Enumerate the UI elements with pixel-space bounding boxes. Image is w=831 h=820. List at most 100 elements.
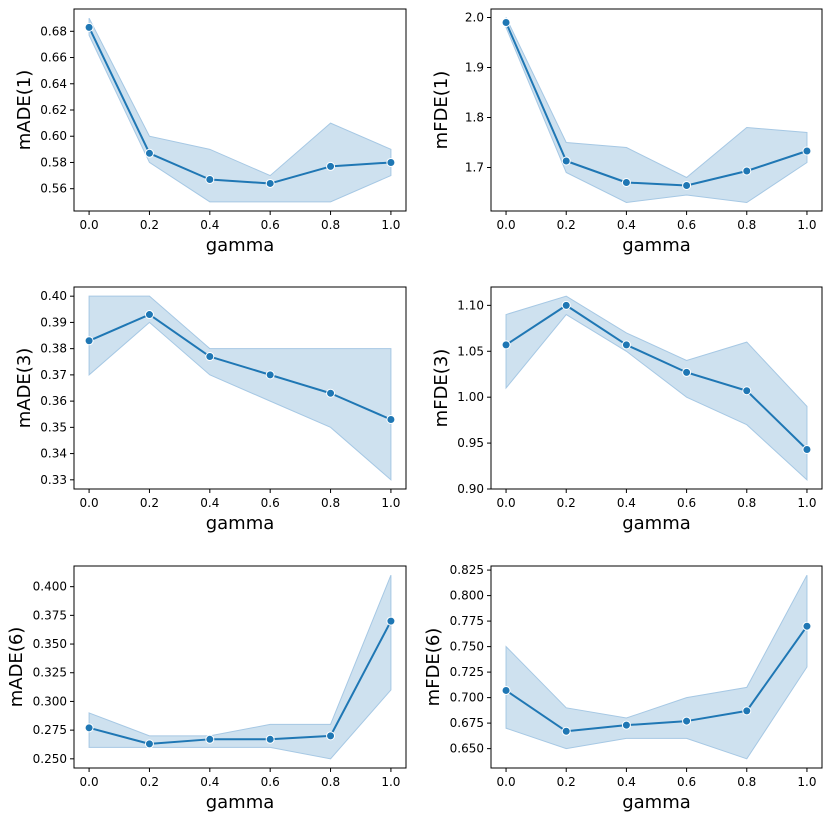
y-tick-label: 0.250 [33,752,67,766]
plot-frame [490,8,823,212]
y-tick-label: 0.68 [40,24,67,38]
x-tick-label: 0.4 [617,496,636,510]
y-tick-label: 0.39 [40,315,67,329]
y-tick-label: 1.7 [465,161,484,175]
data-point-3 [682,367,692,377]
confidence-band [88,17,392,203]
x-tick-label: 0.6 [677,218,696,232]
series-line [88,313,392,421]
x-axis-label: gamma [206,235,275,256]
x-tick-label: 0.4 [200,775,219,789]
y-axis-label: mADE(6) [6,627,27,708]
data-point-5 [802,445,812,455]
y-tick-label: 0.37 [40,368,67,382]
y-tick-label: 0.650 [450,742,484,756]
y-tick-label: 1.8 [465,111,484,125]
data-point-1 [561,300,571,310]
chart-panel-6: 0.0 0.2 0.4 0.6 0.8 1.0 0.650 0.675 0.700 0.725 0.… [423,563,823,813]
y-tick-label: 0.325 [33,666,67,680]
data-point-1 [561,726,571,736]
confidence-band [88,295,392,481]
x-tick-label: 0.8 [321,496,340,510]
data-point-1 [144,148,154,158]
y-axis-label: mADE(3) [14,348,35,429]
y-tick-label: 0.375 [33,608,67,622]
x-tick-label: 0.4 [200,496,219,510]
y-tick-label: 0.400 [33,580,67,594]
data-point-0 [84,723,94,733]
x-tick-label: 0.4 [617,775,636,789]
confidence-band [505,574,808,760]
plot-frame [490,565,823,769]
y-tick-label: 0.38 [40,342,67,356]
x-tick-label: 0.2 [557,496,576,510]
x-tick-label: 0.2 [140,775,159,789]
y-axis-label: mFDE(3) [431,349,452,428]
x-tick-label: 0.6 [261,218,280,232]
y-tick-label: 0.675 [450,716,484,730]
data-point-3 [682,716,692,726]
y-tick-label: 0.350 [33,637,67,651]
data-point-2 [621,178,631,187]
data-point-4 [326,161,336,171]
plot-frame [73,286,407,490]
data-point-3 [265,178,275,188]
x-tick-label: 1.0 [381,496,400,510]
x-axis-label: gamma [622,235,691,256]
y-axis-label: mFDE(1) [431,71,452,150]
x-tick-label: 1.0 [381,775,400,789]
data-point-2 [205,734,215,744]
x-tick-label: 0.6 [261,496,280,510]
y-tick-label: 1.00 [457,390,484,404]
chart-panel-5: 0.0 0.2 0.4 0.6 0.8 1.0 0.250 0.275 0.300 0.325 0.… [6,565,407,813]
y-tick-label: 0.300 [33,694,67,708]
data-point-5 [386,414,396,424]
y-tick-label: 0.34 [40,447,67,461]
x-tick-label: 0.8 [737,775,756,789]
x-tick-label: 0.6 [261,775,280,789]
data-point-4 [742,386,752,396]
chart-panel-3: 0.0 0.2 0.4 0.6 0.8 1.0 0.33 0.34 0.35 0.36 0.37 0.… [14,286,407,534]
x-tick-label: 0.0 [80,496,99,510]
y-tick-label: 0.90 [457,482,484,496]
chart-panel-2: 0.0 0.2 0.4 0.6 0.8 1.0 1.7 1.8 1.9 2.0 gamma mFDE(… [431,8,823,256]
y-tick-label: 0.750 [450,640,484,654]
confidence-band [88,574,392,760]
y-tick-label: 0.800 [450,589,484,603]
x-tick-label: 0.0 [80,775,99,789]
data-point-1 [561,156,571,166]
x-tick-label: 1.0 [381,218,400,232]
y-tick-label: 0.825 [450,563,484,577]
x-tick-label: 0.2 [140,496,159,510]
y-tick-label: 0.40 [40,289,67,303]
y-tick-label: 1.05 [457,344,484,358]
y-tick-label: 0.700 [450,691,484,705]
plot-frame [73,565,407,769]
confidence-band [505,295,808,481]
y-axis-label: mFDE(6) [423,628,444,707]
x-tick-label: 0.0 [497,496,516,510]
y-tick-label: 0.64 [40,77,67,91]
data-point-4 [742,166,752,176]
plot-frame [490,286,823,490]
x-tick-label: 0.0 [497,775,516,789]
x-tick-label: 0.8 [321,775,340,789]
y-tick-label: 0.58 [40,155,67,169]
data-point-2 [621,720,631,730]
series-line [505,304,808,451]
x-axis-label: gamma [622,792,691,813]
data-point-4 [326,388,336,398]
data-point-5 [802,146,812,156]
x-tick-label: 1.0 [797,775,816,789]
data-point-4 [326,731,336,741]
y-tick-label: 0.725 [450,665,484,679]
x-tick-label: 1.0 [797,496,816,510]
y-axis-label: mADE(1) [14,70,35,151]
y-tick-label: 1.10 [457,298,484,312]
y-tick-label: 0.36 [40,394,67,408]
x-tick-label: 0.2 [557,775,576,789]
x-tick-label: 0.2 [140,218,159,232]
data-point-0 [501,18,511,27]
x-axis-label: gamma [206,513,275,534]
